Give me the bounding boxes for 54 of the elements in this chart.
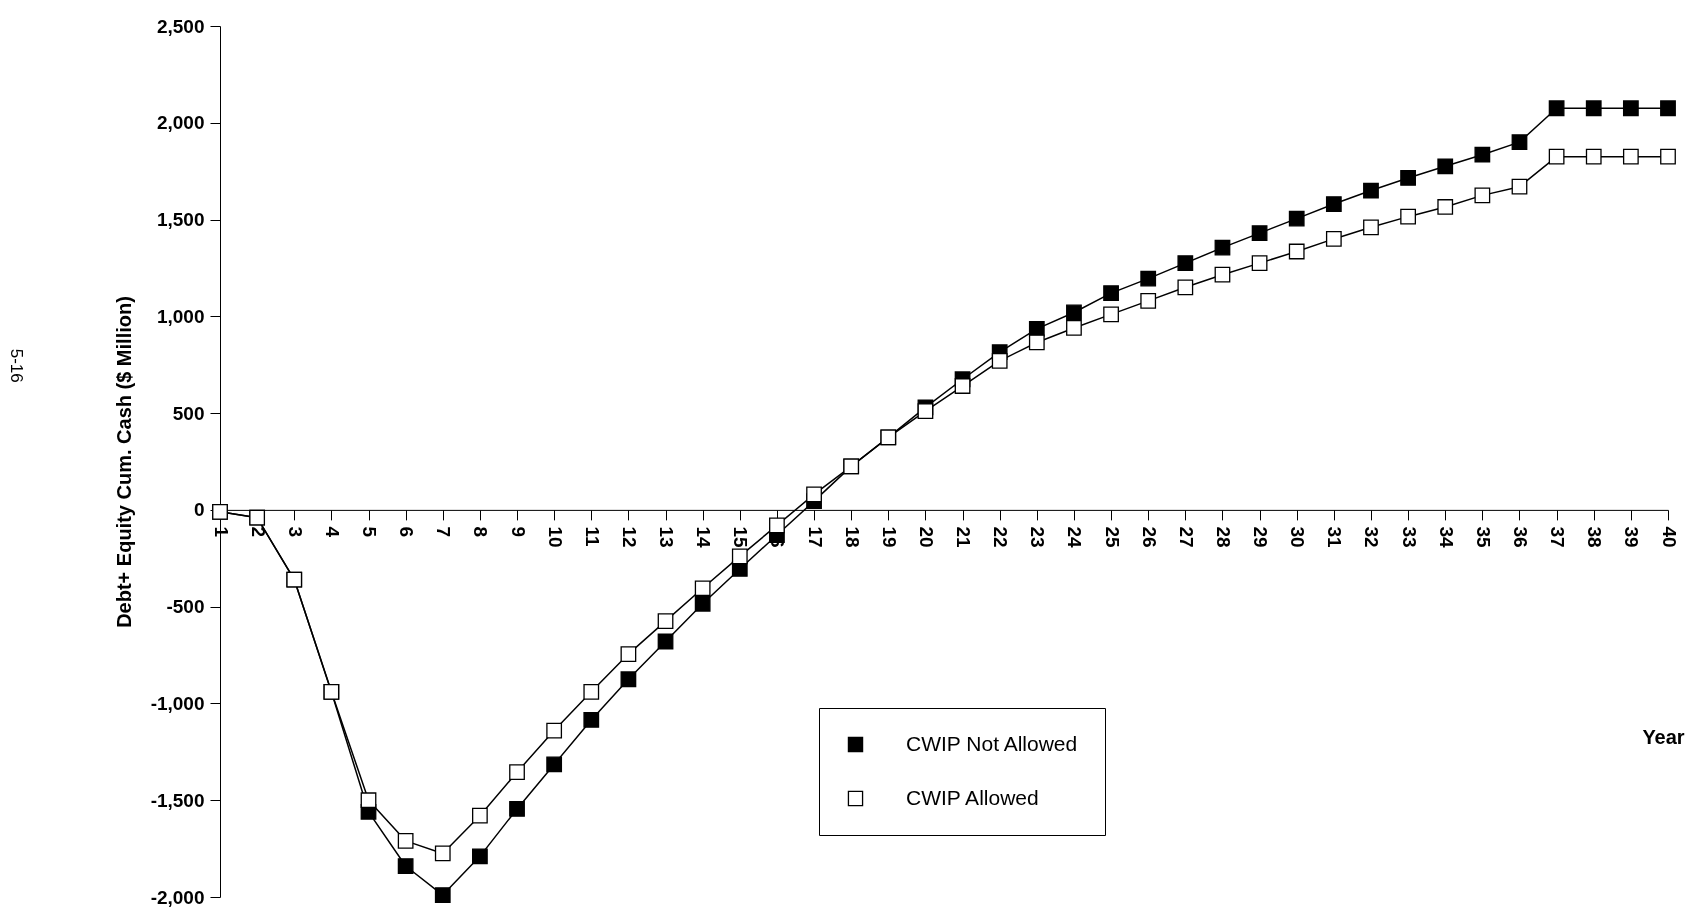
x-tick-label: 15 (730, 526, 752, 548)
x-tick-label: 17 (804, 526, 826, 548)
x-tick-label: 35 (1472, 526, 1494, 548)
y-tick-label: 500 (172, 402, 205, 424)
x-tick-label: 23 (1027, 526, 1049, 548)
x-tick-label: 20 (915, 526, 937, 548)
x-tick-label: 33 (1398, 526, 1420, 548)
x-tick-label: 10 (544, 526, 566, 548)
x-tick-label: 2 (247, 526, 269, 537)
y-tick-label: 0 (193, 499, 205, 521)
x-tick-label: 28 (1212, 526, 1234, 548)
x-tick-label: 11 (581, 526, 603, 547)
legend-label: CWIP Not Allowed (906, 731, 1078, 755)
x-tick-label: 31 (1324, 526, 1346, 548)
y-tick-label: -500 (166, 596, 205, 618)
x-tick-label: 21 (953, 526, 975, 548)
x-tick-label: 4 (321, 526, 343, 538)
x-tick-label: 27 (1175, 526, 1197, 548)
x-tick-label: 22 (990, 526, 1012, 548)
y-tick-label: 2,000 (156, 112, 205, 134)
x-tick-label: 25 (1101, 526, 1123, 548)
text: 5-16 (7, 348, 26, 383)
x-tick-label: 29 (1250, 526, 1272, 548)
y-tick-label: -2,000 (150, 886, 205, 908)
x-tick-label: 19 (878, 526, 900, 548)
x-tick-label: 9 (507, 526, 529, 537)
x-tick-label: 30 (1287, 526, 1309, 548)
x-tick-label: 5 (359, 526, 381, 538)
x-tick-label: 32 (1361, 526, 1383, 548)
y-tick-label: 1,500 (156, 209, 205, 231)
x-tick-label: 3 (284, 526, 306, 537)
y-tick-label: 2,500 (156, 15, 205, 37)
x-tick-label: 13 (656, 526, 678, 548)
x-tick-label: 7 (433, 526, 455, 537)
x-tick-label: 8 (470, 526, 492, 537)
x-tick-label: 12 (618, 526, 640, 548)
x-tick-label: 1 (210, 526, 232, 538)
y-tick-label: 1,000 (156, 305, 205, 327)
x-tick-label: 18 (841, 526, 863, 548)
x-tick-label: 24 (1064, 526, 1086, 548)
x-tick-label: 40 (1658, 526, 1680, 548)
x-tick-label: 34 (1435, 526, 1457, 548)
legend-label: CWIP Allowed (906, 785, 1039, 809)
x-tick-label: 6 (396, 526, 418, 537)
x-tick-label: 14 (693, 526, 715, 548)
x-tick-label: 36 (1509, 526, 1531, 548)
x-tick-label: 37 (1547, 526, 1569, 548)
y-axis-title: Debt+ Equity Cum. Cash ($ Million) (112, 296, 135, 628)
x-tick-label: 26 (1138, 526, 1160, 548)
x-tick-label: 38 (1584, 526, 1606, 548)
y-tick-label: -1,000 (150, 692, 205, 714)
x-tick-label: 39 (1621, 526, 1643, 548)
x-axis-title: Year (1642, 726, 1685, 749)
y-tick-label: -1,500 (150, 789, 205, 811)
